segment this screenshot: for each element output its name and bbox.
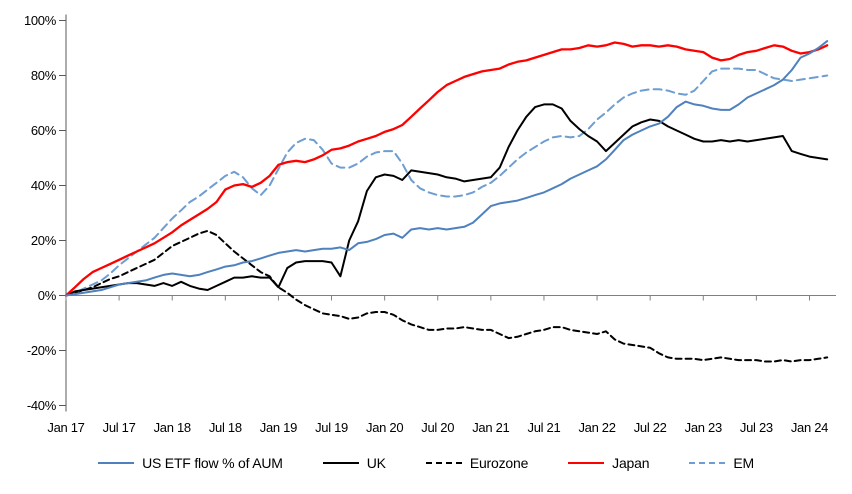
- legend-line-us: [98, 462, 135, 464]
- y-axis-tick-label: -40%: [27, 398, 57, 413]
- x-axis-tick-label: Jan 21: [472, 420, 509, 435]
- x-axis-tick-label: Jan 23: [685, 420, 722, 435]
- y-axis-tick-label: -20%: [27, 343, 57, 358]
- y-axis-tick-label: 0%: [38, 288, 57, 303]
- legend-item-eurozone: Eurozone: [425, 455, 529, 471]
- y-axis-tick-label: 20%: [31, 233, 57, 248]
- legend-line-japan: [568, 462, 605, 464]
- legend-item-us: US ETF flow % of AUM: [98, 455, 283, 471]
- legend-line-em: [689, 462, 726, 464]
- legend-label-eurozone: Eurozone: [469, 455, 529, 471]
- x-axis-tick-label: Jan 22: [578, 420, 615, 435]
- legend-item-uk: UK: [322, 455, 386, 471]
- legend-label-japan: Japan: [612, 455, 650, 471]
- legend-label-em: EM: [733, 455, 754, 471]
- legend-label-uk: UK: [366, 455, 386, 471]
- series-line-japan: [64, 41, 829, 297]
- legend-item-em: EM: [689, 455, 754, 471]
- x-axis-tick-label: Jan 19: [260, 420, 297, 435]
- x-axis-tick-label: Jul 21: [528, 420, 561, 435]
- x-axis-tick-label: Jul 17: [103, 420, 136, 435]
- y-axis-tick-label: 40%: [31, 178, 57, 193]
- x-axis-tick-label: Jul 22: [634, 420, 667, 435]
- series-line-em: [65, 67, 829, 297]
- x-axis-tick-label: Jul 18: [209, 420, 242, 435]
- legend-label-us: US ETF flow % of AUM: [142, 455, 283, 471]
- y-axis-tick-label: 80%: [31, 68, 57, 83]
- legend-item-japan: Japan: [568, 455, 650, 471]
- series-line-us: [65, 40, 829, 297]
- x-axis-tick-label: Jul 23: [740, 420, 773, 435]
- chart-svg: 100% 80% 60% 40% 20% 0% -20% -40% Jan 17 Jul 17 Ja…: [24, 13, 836, 435]
- legend-line-uk: [322, 462, 359, 464]
- y-axis-tick-label: 60%: [31, 123, 57, 138]
- x-axis-tick-label: Jan 17: [47, 420, 84, 435]
- x-axis-tick-label: Jan 20: [366, 420, 403, 435]
- chart-legend: US ETF flow % of AUM UK Eurozone Japan E…: [0, 455, 852, 471]
- x-axis-tick-label: Jan 24: [791, 420, 828, 435]
- series-line-eurozone: [65, 229, 829, 363]
- x-axis-tick-label: Jan 18: [154, 420, 191, 435]
- y-axis-tick-label: 100%: [24, 13, 57, 28]
- legend-line-eurozone: [425, 462, 462, 464]
- x-axis-tick-label: Jul 19: [315, 420, 348, 435]
- x-axis-tick-label: Jul 20: [421, 420, 454, 435]
- series-line-uk: [65, 103, 829, 297]
